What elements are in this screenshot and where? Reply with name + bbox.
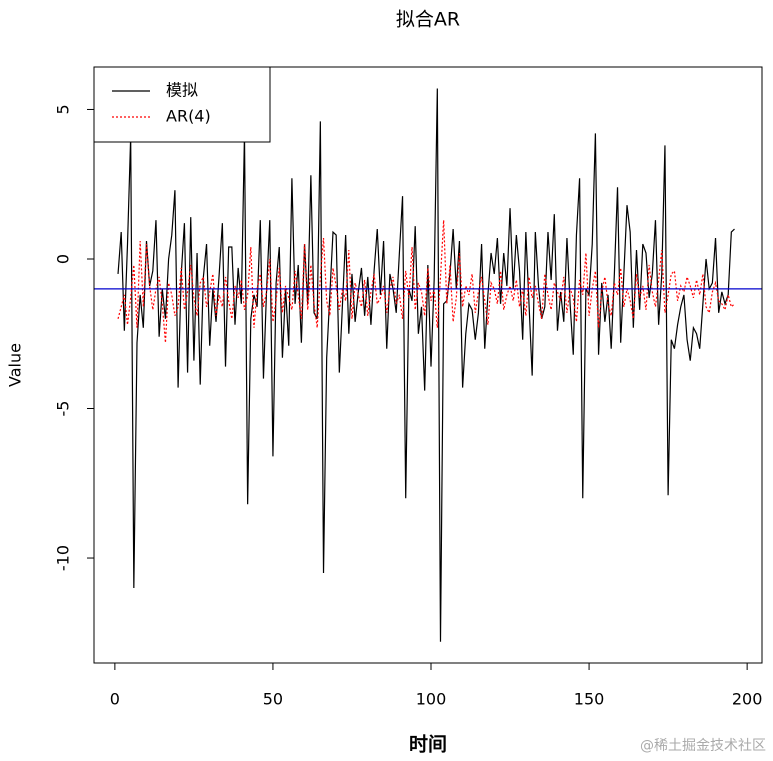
plot-frame: [93, 66, 763, 664]
y-axis-label: Value: [6, 343, 25, 387]
x-tick-label: 100: [416, 690, 447, 709]
x-axis-label: 时间: [409, 734, 447, 756]
y-tick-label: 0: [54, 254, 73, 264]
watermark: @稀土掘金技术社区: [640, 738, 766, 754]
chart-title: 拟合AR: [396, 9, 460, 31]
x-tick-label: 200: [732, 690, 763, 709]
y-tick-label: 5: [54, 104, 73, 114]
legend-label: AR(4): [166, 107, 211, 126]
y-tick-label: -5: [54, 401, 73, 417]
x-tick-label: 150: [574, 690, 605, 709]
series-line: [117, 220, 735, 343]
legend-label: 模拟: [166, 81, 198, 100]
x-tick-label: 0: [110, 690, 120, 709]
y-tick-label: -10: [54, 545, 73, 571]
series-line: [117, 88, 735, 642]
legend-box: [93, 66, 271, 143]
x-tick-label: 50: [263, 690, 283, 709]
